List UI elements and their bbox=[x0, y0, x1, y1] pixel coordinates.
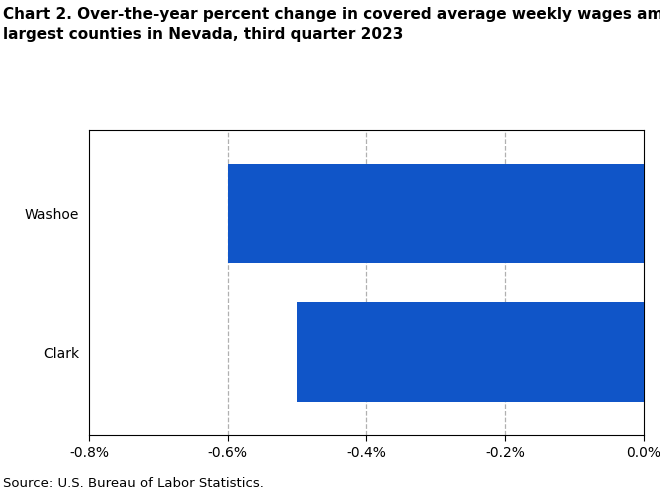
Text: Source: U.S. Bureau of Labor Statistics.: Source: U.S. Bureau of Labor Statistics. bbox=[3, 477, 264, 490]
Bar bbox=[228, 164, 644, 264]
Bar bbox=[297, 302, 644, 402]
Text: Chart 2. Over-the-year percent change in covered average weekly wages among the
: Chart 2. Over-the-year percent change in… bbox=[3, 7, 660, 42]
